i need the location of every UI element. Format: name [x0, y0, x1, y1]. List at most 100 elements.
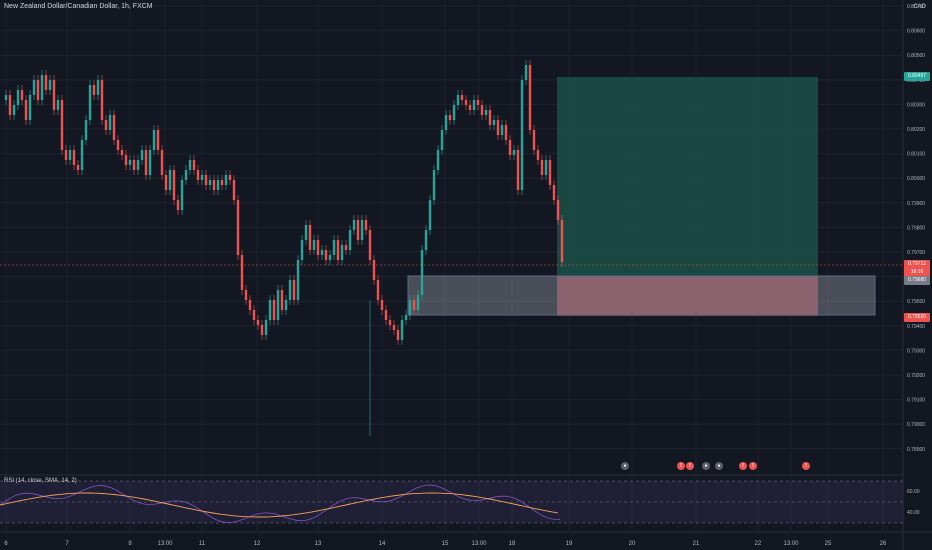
economic-event-alert-icon[interactable]: !	[739, 462, 747, 470]
candle-body	[532, 130, 536, 150]
candle-body	[556, 200, 560, 220]
candle-body	[372, 260, 376, 280]
time-tick-label: 8	[128, 541, 132, 547]
price-tick-label: 0.79400	[907, 324, 925, 330]
candle-body	[468, 105, 472, 110]
candle-body	[380, 300, 384, 310]
candle-body	[560, 220, 564, 262]
candle-body	[368, 230, 372, 260]
candle-body	[68, 150, 72, 160]
candle-body	[324, 250, 328, 260]
time-tick-label: 14	[379, 541, 386, 547]
price-tick-label: 0.79200	[907, 373, 925, 379]
candle-body	[292, 280, 296, 300]
candle-body	[396, 330, 400, 340]
entry-price-tag: 0.79680	[904, 276, 930, 285]
candle-body	[80, 140, 84, 170]
candle-body	[456, 95, 460, 105]
candle-body	[484, 110, 488, 115]
candle-body	[440, 130, 444, 150]
time-tick-label: 21	[693, 541, 700, 547]
candle-body	[348, 230, 352, 250]
candle-body	[328, 255, 332, 260]
candle-body	[412, 300, 416, 310]
candle-body	[136, 160, 140, 170]
time-tick-label: 6	[4, 541, 8, 547]
candle-body	[128, 160, 132, 165]
countdown-tag: 16:16	[904, 268, 930, 277]
candle-body	[228, 175, 232, 180]
candle-body	[40, 75, 44, 100]
price-tick-label: 0.80600	[907, 29, 925, 35]
candle-body	[444, 115, 448, 130]
candle-body	[460, 95, 464, 100]
rsi-tick-label: 60.00	[907, 489, 920, 495]
economic-event-alert-icon[interactable]: !	[677, 462, 685, 470]
time-tick-label: 18	[509, 541, 516, 547]
candle-body	[56, 100, 60, 110]
candle-body	[504, 125, 508, 140]
candle-body	[152, 130, 156, 150]
demand-box	[407, 275, 876, 316]
price-tick-label: 0.80100	[907, 152, 925, 158]
candle-body	[120, 150, 124, 155]
economic-event-alert-icon[interactable]: !	[749, 462, 757, 470]
candle-body	[92, 85, 96, 95]
candle-body	[472, 100, 476, 110]
candle-body	[52, 80, 56, 110]
candle-body	[488, 110, 492, 125]
candle-body	[116, 140, 120, 150]
candle-body	[376, 280, 380, 300]
candle-body	[216, 180, 220, 190]
price-tick-label: 0.79800	[907, 225, 925, 231]
candle-body	[552, 185, 556, 200]
candle-body	[256, 320, 260, 325]
price-tick-label: 0.80200	[907, 127, 925, 133]
candle-body	[192, 160, 196, 170]
price-tick-label: 0.80500	[907, 53, 925, 59]
time-tick-label: 20	[629, 541, 636, 547]
time-tick-label: 12	[254, 541, 261, 547]
candle-body	[188, 160, 192, 170]
candle-body	[276, 290, 280, 320]
candle-body	[108, 115, 112, 130]
time-tick-label: 13:00	[783, 541, 799, 547]
candle-body	[336, 240, 340, 260]
economic-event-flag-icon[interactable]: ●	[715, 462, 723, 470]
candle-body	[208, 180, 212, 185]
candle-body	[156, 130, 160, 150]
candle-body	[16, 90, 20, 105]
candle-body	[220, 180, 224, 185]
time-tick-label: 11	[199, 541, 206, 547]
candle-body	[320, 250, 324, 255]
candle-body	[76, 165, 80, 170]
candle-body	[416, 295, 420, 310]
candle-body	[48, 80, 52, 90]
candle-body	[244, 290, 248, 300]
candle-body	[408, 300, 412, 315]
candle-body	[196, 170, 200, 180]
candle-body	[240, 255, 244, 290]
symbol-title[interactable]: New Zealand Dollar/Canadian Dollar, 1h, …	[4, 3, 153, 10]
time-tick-label: 25	[825, 541, 832, 547]
economic-event-alert-icon[interactable]: !	[686, 462, 694, 470]
candle-body	[388, 320, 392, 325]
rsi-indicator-label[interactable]: RSI (14, close, SMA, 14, 2)	[4, 478, 77, 484]
time-tick-label: 22	[755, 541, 762, 547]
rsi-ma-line	[0, 492, 559, 518]
candle-body	[316, 240, 320, 255]
candle-body	[200, 175, 204, 180]
candle-body	[124, 155, 128, 165]
economic-event-alert-icon[interactable]: !	[802, 462, 810, 470]
price-tick-label: 0.80700	[907, 4, 925, 10]
candle-body	[248, 300, 252, 310]
economic-event-flag-icon[interactable]: ●	[702, 462, 710, 470]
candle-body	[436, 150, 440, 170]
candle-body	[252, 310, 256, 320]
economic-event-flag-icon[interactable]: ●	[621, 462, 629, 470]
rsi-tick-label: 40.00	[907, 510, 920, 516]
price-tick-label: 0.79700	[907, 250, 925, 256]
candle-body	[176, 200, 180, 210]
candle-body	[500, 125, 504, 135]
